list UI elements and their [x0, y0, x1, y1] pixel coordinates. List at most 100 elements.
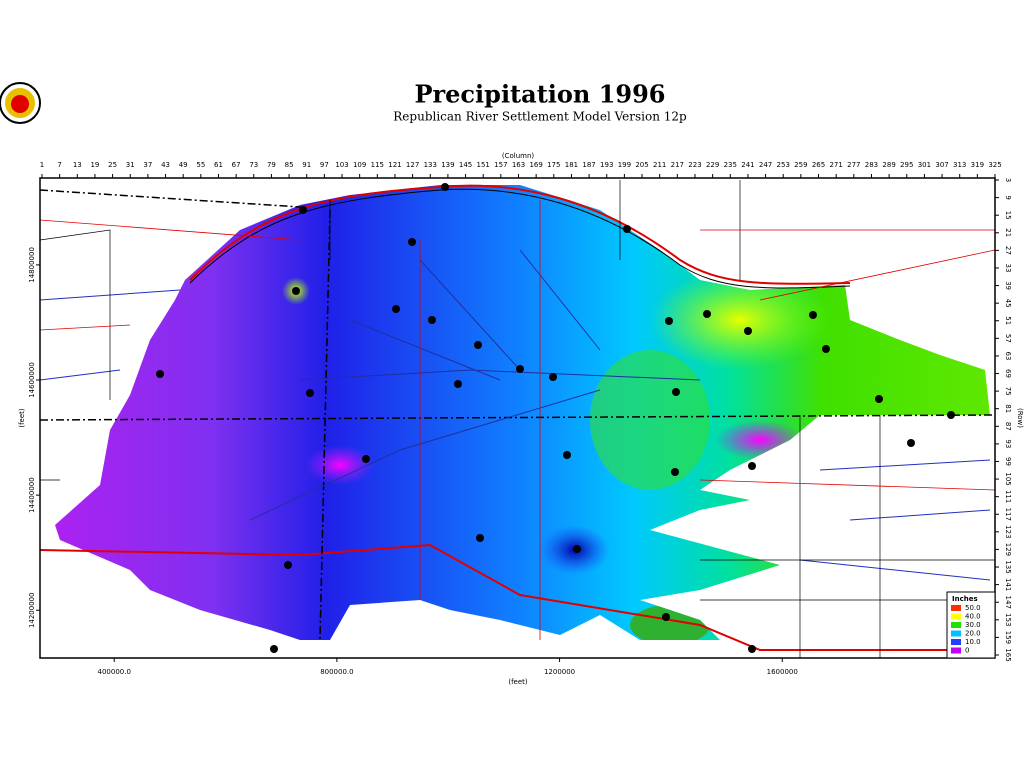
legend-label: 20.0: [965, 630, 981, 638]
row-tick-label: 75: [1004, 387, 1012, 396]
column-tick-label: 7: [57, 161, 61, 169]
column-tick-label: 295: [900, 161, 913, 169]
y-feet-label: 14200000: [28, 592, 36, 628]
row-tick-label: 3: [1004, 178, 1012, 182]
legend-swatch: [951, 639, 961, 645]
row-tick-label: 33: [1004, 264, 1012, 273]
column-tick-label: 205: [635, 161, 648, 169]
legend-swatch: [951, 613, 961, 620]
legend-swatch: [951, 605, 961, 611]
column-tick-label: 43: [161, 161, 170, 169]
row-tick-label: 21: [1004, 228, 1012, 237]
legend: Inches 50.040.030.020.010.00: [946, 591, 996, 659]
legend-title: Inches: [952, 595, 978, 603]
column-tick-label: 61: [214, 161, 223, 169]
column-tick-label: 157: [494, 161, 507, 169]
title: Precipitation 1996: [414, 80, 665, 109]
column-tick-label: 193: [600, 161, 613, 169]
column-tick-label: 151: [477, 161, 490, 169]
column-tick-label: 187: [582, 161, 595, 169]
column-tick-label: 283: [865, 161, 878, 169]
column-tick-label: 55: [196, 161, 205, 169]
column-tick-label: 289: [882, 161, 895, 169]
column-tick-label: 73: [249, 161, 258, 169]
column-tick-label: 199: [618, 161, 631, 169]
legend-label: 10.0: [965, 638, 981, 646]
row-tick-label: 99: [1004, 457, 1012, 466]
row-tick-label: 129: [1004, 543, 1012, 556]
column-tick-label: 13: [73, 161, 82, 169]
column-tick-label: 169: [529, 161, 542, 169]
column-tick-label: 115: [371, 161, 384, 169]
x-feet-label: 1200000: [544, 668, 575, 676]
row-tick-label: 111: [1004, 490, 1012, 503]
column-tick-label: 85: [285, 161, 294, 169]
row-tick-label: 159: [1004, 631, 1012, 644]
x-feet-label: 400000.0: [98, 668, 131, 676]
legend-swatch: [951, 630, 961, 637]
column-tick-label: 307: [935, 161, 948, 169]
row-tick-label: 45: [1004, 299, 1012, 308]
column-tick-label: 181: [565, 161, 578, 169]
y-feet-label: 14800000: [28, 247, 36, 283]
map-overlay: [39, 180, 996, 658]
row-tick-label: 81: [1004, 404, 1012, 413]
column-tick-label: 277: [847, 161, 860, 169]
column-tick-label: 49: [179, 161, 188, 169]
row-tick-label: 117: [1004, 508, 1012, 521]
row-tick-label: 123: [1004, 525, 1012, 538]
row-tick-label: 153: [1004, 613, 1012, 626]
precipitation-surface: [55, 185, 990, 640]
legend-swatch: [951, 622, 961, 628]
column-tick-label: 271: [829, 161, 842, 169]
legend-swatch: [951, 647, 961, 654]
column-tick-label: 301: [918, 161, 931, 169]
column-tick-label: 79: [267, 161, 276, 169]
column-tick-label: 25: [108, 161, 117, 169]
row-tick-label: 165: [1004, 648, 1012, 661]
x-feet-label: 800000.0: [320, 668, 353, 676]
row-tick-label: 135: [1004, 560, 1012, 573]
y-feet-title: (feet): [18, 408, 26, 428]
legend-label: 40.0: [965, 613, 981, 621]
column-tick-label: 133: [424, 161, 437, 169]
column-tick-label: 223: [688, 161, 701, 169]
y-feet-label: 14400000: [28, 477, 36, 513]
column-tick-label: 145: [459, 161, 472, 169]
row-tick-label: 105: [1004, 472, 1012, 485]
map-frame: [39, 177, 996, 659]
row-tick-label: 141: [1004, 578, 1012, 591]
subtitle: Republican River Settlement Model Versio…: [393, 110, 687, 124]
column-tick-label: 265: [812, 161, 825, 169]
column-tick-label: 31: [126, 161, 135, 169]
column-tick-label: 97: [320, 161, 329, 169]
row-tick-label: 147: [1004, 596, 1012, 609]
column-tick-label: 127: [406, 161, 419, 169]
column-tick-label: 259: [794, 161, 807, 169]
legend-label: 50.0: [965, 604, 981, 612]
column-tick-label: 211: [653, 161, 666, 169]
column-tick-label: 103: [335, 161, 348, 169]
column-tick-label: 241: [741, 161, 754, 169]
column-tick-label: 313: [953, 161, 966, 169]
row-tick-label: 63: [1004, 351, 1012, 360]
column-tick-label: 91: [302, 161, 311, 169]
column-tick-label: 175: [547, 161, 560, 169]
row-tick-label: 9: [1004, 195, 1012, 199]
row-tick-label: 69: [1004, 369, 1012, 378]
column-tick-label: 19: [90, 161, 99, 169]
column-tick-label: 319: [971, 161, 984, 169]
row-tick-label: 27: [1004, 246, 1012, 255]
column-tick-label: 163: [512, 161, 525, 169]
column-tick-label: 253: [777, 161, 790, 169]
column-tick-label: 37: [143, 161, 152, 169]
legend-label: 30.0: [965, 621, 981, 629]
column-tick-label: 1: [40, 161, 44, 169]
wells: [156, 183, 955, 653]
column-tick-label: 121: [388, 161, 401, 169]
x-feet-title: (feet): [508, 678, 528, 686]
row-tick-label: 51: [1004, 316, 1012, 325]
column-tick-label: 109: [353, 161, 366, 169]
